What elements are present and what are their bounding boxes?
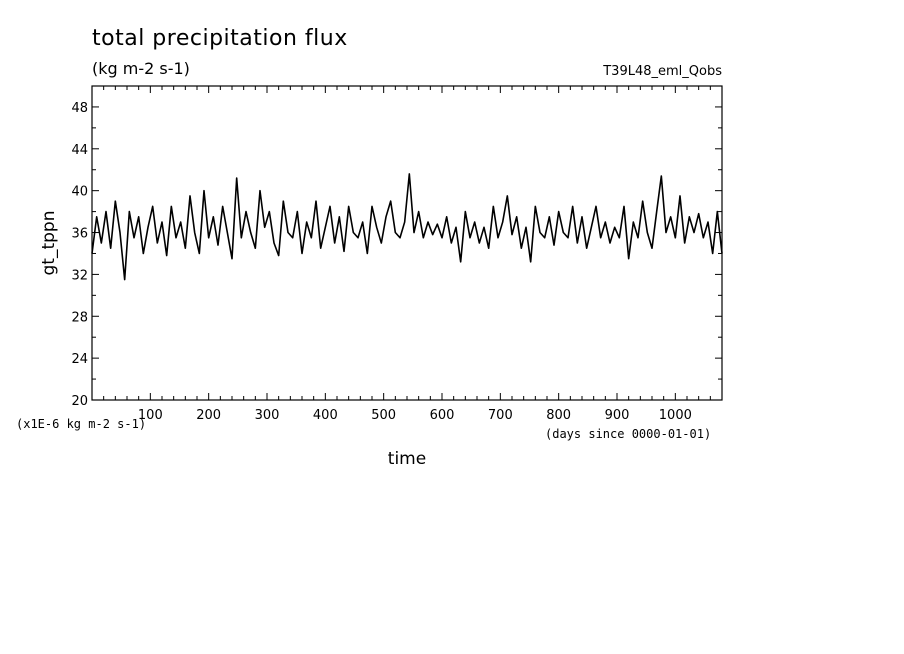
chart-title: total precipitation flux — [92, 26, 348, 51]
y-tick-label: 20 — [71, 394, 88, 409]
x-tick-label: 400 — [313, 408, 338, 423]
y-tick-label: 32 — [71, 268, 88, 283]
x-units-label: (days since 0000-01-01) — [545, 427, 711, 441]
x-tick-label: 200 — [196, 408, 221, 423]
x-tick-label: 100 — [138, 408, 163, 423]
x-tick-label: 500 — [371, 408, 396, 423]
x-axis-label: time — [388, 449, 426, 469]
x-tick-label: 1000 — [659, 408, 692, 423]
run-label: T39L48_eml_Qobs — [602, 64, 722, 79]
chart-subtitle: (kg m-2 s-1) — [92, 59, 190, 78]
y-tick-label: 36 — [71, 227, 88, 242]
series-line — [91, 173, 723, 281]
y-tick-label: 48 — [71, 101, 88, 116]
y-tick-label: 40 — [71, 185, 88, 200]
x-tick-label: 800 — [546, 408, 571, 423]
y-axis: 20 24 28 32 36 40 44 48 — [71, 85, 722, 409]
y-tick-label: 24 — [71, 352, 88, 367]
x-axis: 100 200 300 400 500 600 700 800 900 1000 — [103, 86, 711, 423]
y-tick-label: 44 — [71, 143, 88, 158]
x-tick-label: 300 — [255, 408, 280, 423]
y-scale-note: (x1E-6 kg m-2 s-1) — [16, 417, 146, 431]
y-axis-label: gt_tppn — [39, 211, 59, 276]
y-tick-label: 28 — [71, 310, 88, 325]
x-tick-label: 900 — [605, 408, 630, 423]
x-tick-label: 600 — [430, 408, 455, 423]
x-tick-label: 700 — [488, 408, 513, 423]
